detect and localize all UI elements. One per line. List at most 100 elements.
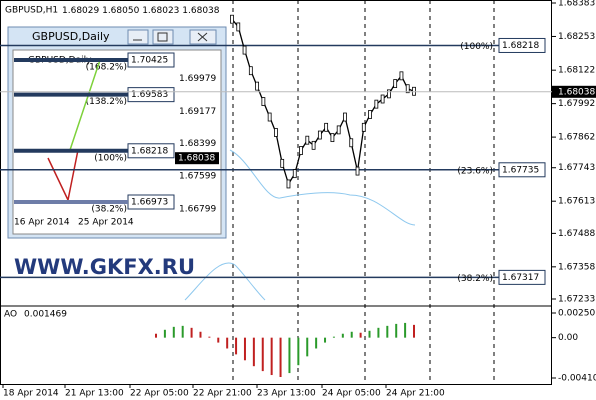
inset-price-label: 1.69979 <box>179 74 216 84</box>
price-bar <box>267 112 272 122</box>
price-bar <box>242 45 247 55</box>
price-bar <box>230 14 234 24</box>
ao-bar <box>226 337 229 349</box>
inset-price-label: 1.69177 <box>179 107 216 117</box>
ao-bar <box>395 323 398 338</box>
price-bar <box>368 110 372 119</box>
price-bar <box>305 135 310 145</box>
ao-bar <box>404 322 407 338</box>
indicator-name: AO <box>4 310 17 320</box>
ao-bar <box>386 325 389 338</box>
price-label: 1.67358 <box>558 262 595 272</box>
ao-bar <box>181 325 184 338</box>
ao-bar <box>155 333 157 338</box>
inset-price-label: 1.66799 <box>179 205 216 215</box>
inset-level-label: (100%) <box>94 153 127 163</box>
level-box <box>498 37 546 53</box>
ao-bar <box>413 324 415 338</box>
time-label: 23 Apr 13:00 <box>257 389 316 399</box>
ao-bar <box>235 337 238 355</box>
inset-current-label: 1.68038 <box>178 154 215 164</box>
ao-bar <box>252 337 255 367</box>
inset-level-price: 1.68218 <box>131 146 168 156</box>
ao-bar <box>315 337 318 349</box>
level-label: (100%) <box>460 42 493 52</box>
inset-level-price: 1.69583 <box>131 90 168 100</box>
price-bar <box>355 166 360 176</box>
plot-frame <box>0 0 552 385</box>
price-bar <box>317 130 322 140</box>
inset-date: 16 Apr 2014 <box>14 218 70 228</box>
level-label: (23.6%) <box>457 166 493 176</box>
ao-bar <box>297 337 300 366</box>
price-bar <box>274 128 278 137</box>
price-bar <box>393 79 398 88</box>
ohlc-value: 1.68023 <box>142 6 179 16</box>
ao-bar <box>324 337 327 343</box>
ao-bar <box>279 337 282 378</box>
inset-level-price: 1.70425 <box>131 56 168 66</box>
current-price-label: 1.68038 <box>558 87 595 97</box>
window-title: GBPUSD,Daily <box>32 30 110 43</box>
price-bar <box>380 94 385 104</box>
ao-bar <box>163 329 166 338</box>
ao-bar <box>306 337 309 357</box>
ohlc-value: 1.68029 <box>62 6 99 16</box>
ao-bar <box>368 330 371 338</box>
price-bar <box>286 179 291 189</box>
price-label: 1.68253 <box>558 32 595 42</box>
ao-bar <box>332 336 335 338</box>
price-bar <box>412 86 416 96</box>
price-bar <box>324 122 329 132</box>
current-price-box <box>552 85 596 98</box>
band-line <box>229 149 416 226</box>
ao-bar <box>172 326 175 338</box>
inset-price-label: 1.68399 <box>179 139 216 149</box>
time-label: 24 Apr 21:00 <box>386 389 445 399</box>
fib-line <box>69 59 101 151</box>
price-label: 1.67613 <box>558 197 595 207</box>
price-bar <box>255 81 260 91</box>
price-bar <box>280 158 285 168</box>
price-bar <box>336 125 341 135</box>
time-label: 21 Apr 13:00 <box>65 389 124 399</box>
ao-bar <box>359 332 362 338</box>
price-label: 1.67862 <box>558 133 595 143</box>
price-bar <box>349 138 354 148</box>
price-bar <box>343 112 347 122</box>
level-price: 1.67317 <box>502 273 539 283</box>
time-label: 24 Apr 05:00 <box>322 389 381 399</box>
price-bar <box>386 89 391 99</box>
ao-label: 0.00 <box>558 333 578 343</box>
indicator-value: 0.001469 <box>24 310 67 320</box>
price-bar <box>261 97 266 106</box>
price-label: 1.68122 <box>558 66 595 76</box>
price-bar <box>236 22 241 32</box>
ao-bar <box>243 337 246 361</box>
price-bar <box>299 146 303 155</box>
price-bar <box>330 133 335 143</box>
level-box <box>498 162 546 178</box>
ao-bar <box>350 331 353 338</box>
price-bar <box>292 169 297 179</box>
time-label: 22 Apr 21:00 <box>193 389 252 399</box>
price-bar <box>399 71 404 81</box>
inset-level-label: (38.2%) <box>91 205 127 215</box>
time-label: 22 Apr 05:00 <box>130 389 189 399</box>
ao-bar <box>190 327 193 338</box>
inset-current-box <box>175 152 219 165</box>
symbol-header: GBPUSD,H1 <box>5 6 58 16</box>
watermark: WWW.GKFX.RU <box>14 255 195 279</box>
ao-bar <box>217 337 220 343</box>
ao-label: 0.002507 <box>558 309 596 319</box>
ao-bar <box>208 336 211 338</box>
price-bar <box>374 99 379 109</box>
ao-bar <box>288 337 291 374</box>
inset-level-label: (168.2%) <box>86 63 127 73</box>
level-box <box>498 269 546 285</box>
price-label: 1.67488 <box>558 229 595 239</box>
window-button-icons <box>133 32 208 42</box>
ao-bar <box>270 337 273 376</box>
